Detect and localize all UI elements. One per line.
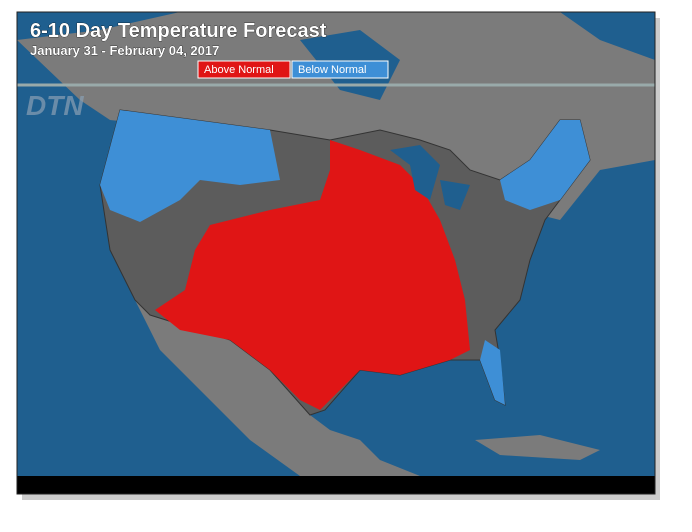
legend-swatch: [197, 60, 291, 79]
cuba: [475, 435, 600, 460]
above-normal-area: [155, 140, 470, 410]
map: DTN 6-10 Day Temperature Forecast Januar…: [17, 12, 655, 494]
below-normal-florida: [480, 340, 505, 405]
title: 6-10 Day Temperature Forecast: [30, 20, 327, 42]
legend-label: Above Normal: [204, 64, 274, 76]
below-normal-northeast: [500, 120, 590, 210]
subtitle: January 31 - February 04, 2017: [30, 43, 219, 58]
below-normal-northwest: [100, 110, 280, 222]
logo: DTN: [26, 90, 84, 121]
legend-label: Below Normal: [298, 64, 366, 76]
legend: Above Normal Below Normal: [197, 60, 389, 79]
frame: [16, 11, 656, 495]
mexico: [135, 300, 420, 476]
great-lakes: [390, 145, 470, 210]
legend-swatch: [291, 60, 389, 79]
canada: [17, 12, 655, 220]
bottom-bar: [17, 476, 655, 494]
